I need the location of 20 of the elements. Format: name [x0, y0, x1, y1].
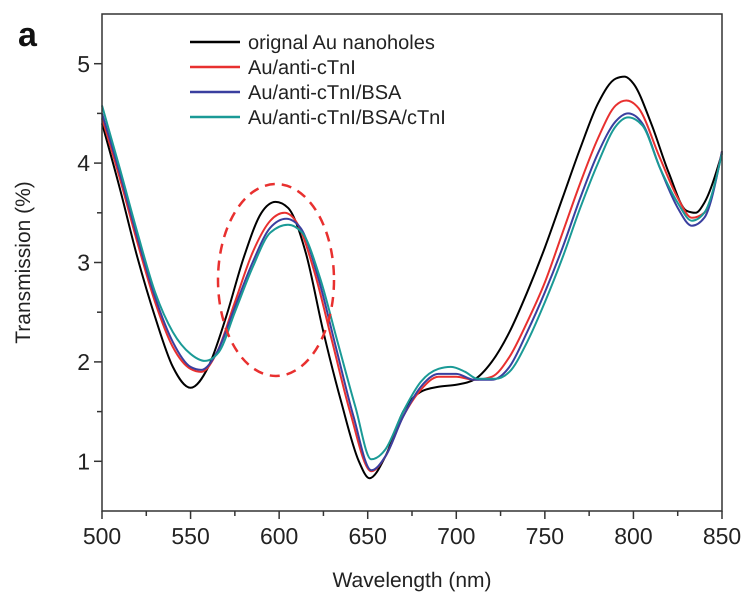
x-tick-label: 600 [260, 523, 298, 549]
x-tick-label: 850 [702, 523, 742, 549]
x-tick-label: 500 [82, 523, 122, 549]
legend-label: orignal Au nanoholes [248, 32, 435, 54]
legend-label: Au/anti-cTnI/BSA [248, 82, 402, 104]
y-tick-label: 5 [77, 50, 90, 77]
text: a [18, 16, 38, 54]
x-tick-label: 700 [437, 523, 476, 549]
y-tick-label: 3 [77, 250, 90, 276]
y-axis-title: Transmission (%) [12, 181, 35, 344]
legend-label: Au/anti-cTnI/BSA/cTnI [248, 107, 446, 129]
y-tick-label: 1 [77, 448, 90, 474]
x-tick-label: 650 [348, 523, 387, 549]
x-tick-label: 750 [526, 523, 564, 549]
legend-label: Au/anti-cTnI [248, 57, 356, 79]
x-axis-title: Wavelength (nm) [332, 569, 492, 592]
x-tick-label: 550 [171, 523, 210, 549]
x-tick-label: 800 [614, 523, 653, 549]
y-tick-label: 4 [77, 150, 90, 176]
y-tick-label: 2 [77, 348, 90, 375]
